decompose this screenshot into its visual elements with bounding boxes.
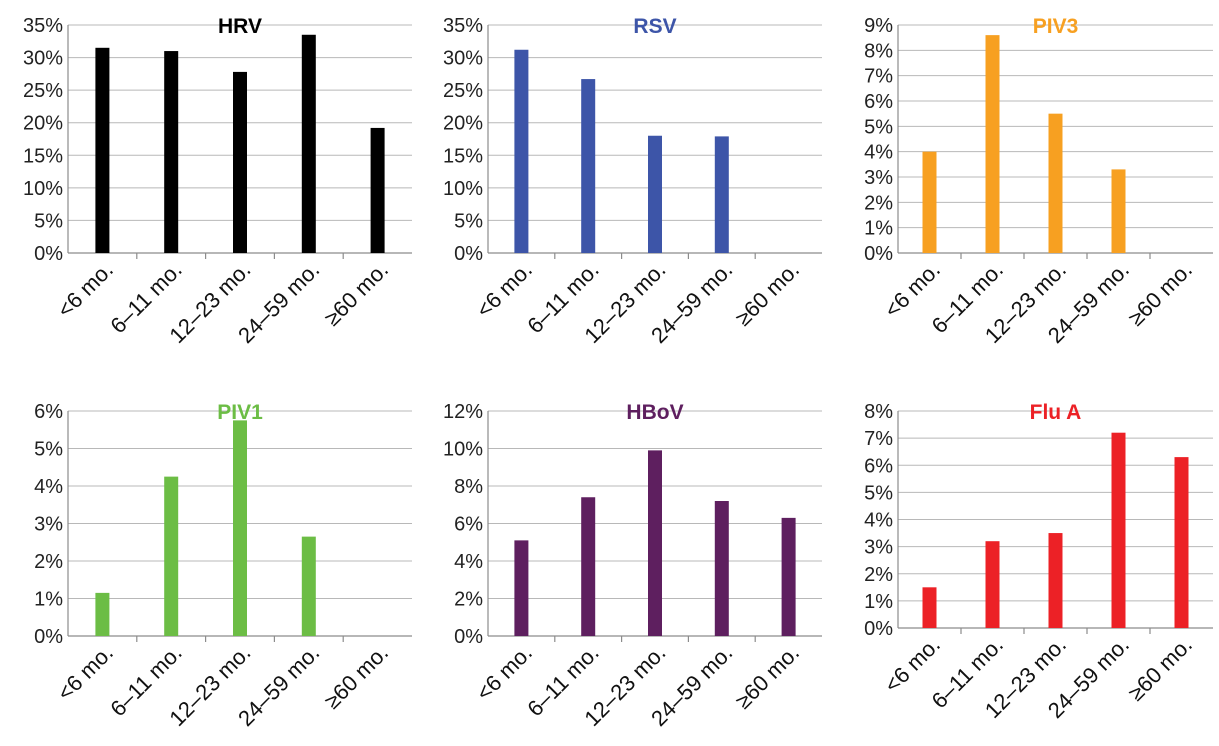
x-tick-label: ≥60 mo. [1123,257,1197,331]
y-tick-label: 7% [864,428,893,450]
chart-panel-3: 0%1%2%3%4%5%6%7%8%9%<6 mo.6–11 mo.12–23 … [864,15,1213,348]
y-tick-label: 15% [23,145,63,167]
y-tick-label: 12% [443,401,483,423]
chart-panel-4: 0%1%2%3%4%5%6%<6 mo.6–11 mo.12–23 mo.24–… [34,401,412,731]
y-tick-label: 3% [34,514,63,536]
y-tick-label: 5% [454,210,483,232]
y-tick-label: 6% [454,514,483,536]
y-tick-label: 15% [443,145,483,167]
y-tick-label: 0% [864,243,893,265]
y-tick-label: 3% [864,167,893,189]
y-tick-label: 30% [443,48,483,70]
y-tick-label: 0% [34,626,63,648]
y-tick-label: 0% [454,243,483,265]
chart-panel-2: 0%5%10%15%20%25%30%35%<6 mo.6–11 mo.12–2… [443,15,822,348]
bar-4 [714,136,729,253]
y-tick-label: 10% [443,439,483,461]
y-tick-label: 8% [864,401,893,423]
y-tick-label: 0% [864,618,893,640]
chart-title: RSV [633,15,676,38]
y-tick-label: 10% [23,178,63,200]
y-tick-label: 3% [864,537,893,559]
x-tick-label: ≥60 mo. [319,640,393,714]
y-tick-label: 2% [34,551,63,573]
y-tick-label: 30% [23,48,63,70]
y-tick-label: 7% [864,66,893,88]
y-tick-label: 5% [864,482,893,504]
x-tick-label: ≥60 mo. [1123,632,1197,706]
y-tick-label: 6% [864,455,893,477]
y-tick-label: 5% [34,439,63,461]
chart-panel-6: 0%1%2%3%4%5%6%7%8%<6 mo.6–11 mo.12–23 mo… [864,401,1213,723]
y-tick-label: 4% [454,551,483,573]
y-tick-label: 5% [34,210,63,232]
y-tick-label: 20% [23,113,63,135]
bar-1 [922,151,937,253]
y-tick-label: 5% [864,116,893,138]
bar-3 [648,450,662,636]
x-tick-label: <6 mo. [471,640,537,706]
y-tick-label: 2% [454,589,483,611]
y-tick-label: 6% [34,401,63,423]
bar-2 [985,35,1000,254]
bar-5 [1174,457,1189,628]
chart-panel-1: 0%5%10%15%20%25%30%35%<6 mo.6–11 mo.12–2… [23,15,412,348]
y-tick-label: 4% [34,476,63,498]
bar-4 [1111,432,1126,628]
chart-title: HRV [218,15,262,38]
x-tick-label: <6 mo. [52,257,118,323]
bar-5 [370,127,385,253]
bar-4 [301,34,316,254]
bar-4 [1111,169,1126,253]
y-tick-label: 9% [864,15,893,37]
y-tick-label: 4% [864,142,893,164]
y-tick-label: 1% [34,589,63,611]
y-tick-label: 8% [864,40,893,62]
x-tick-label: ≥60 mo. [319,257,393,331]
bar-1 [95,47,110,253]
chart-panel-5: 0%2%4%6%8%10%12%<6 mo.6–11 mo.12–23 mo.2… [443,401,822,731]
y-tick-label: 10% [443,178,483,200]
bar-4 [714,501,729,636]
x-tick-label: ≥60 mo. [730,640,804,714]
bar-2 [164,51,179,253]
bar-1 [95,592,110,636]
y-tick-label: 25% [443,80,483,102]
y-tick-label: 2% [864,564,893,586]
bar-3 [1048,533,1063,628]
y-tick-label: 2% [864,192,893,214]
bar-3 [648,135,662,253]
bar-2 [985,541,1000,628]
bar-3 [1048,113,1063,254]
bar-3 [233,420,247,636]
y-tick-label: 35% [443,15,483,37]
x-tick-label: <6 mo. [52,640,118,706]
y-tick-label: 6% [864,91,893,113]
bar-2 [581,79,596,253]
bar-3 [233,71,247,253]
y-tick-label: 25% [23,80,63,102]
bar-1 [922,587,937,628]
y-tick-label: 0% [454,626,483,648]
y-tick-label: 1% [864,591,893,613]
bar-2 [581,497,596,636]
chart-title: HBoV [626,401,683,424]
y-tick-label: 4% [864,510,893,532]
y-tick-label: 0% [34,243,63,265]
bar-2 [164,476,179,636]
chart-title: PIV3 [1033,15,1079,38]
bar-4 [301,536,316,636]
bar-5 [781,517,796,636]
x-tick-label: <6 mo. [471,257,537,323]
chart-title: PIV1 [217,401,263,424]
y-tick-label: 20% [443,113,483,135]
chart-title: Flu A [1030,401,1082,424]
bar-1 [514,49,529,253]
y-tick-label: 8% [454,476,483,498]
y-tick-label: 35% [23,15,63,37]
x-tick-label: ≥60 mo. [730,257,804,331]
y-tick-label: 1% [864,218,893,240]
bar-1 [514,540,529,636]
